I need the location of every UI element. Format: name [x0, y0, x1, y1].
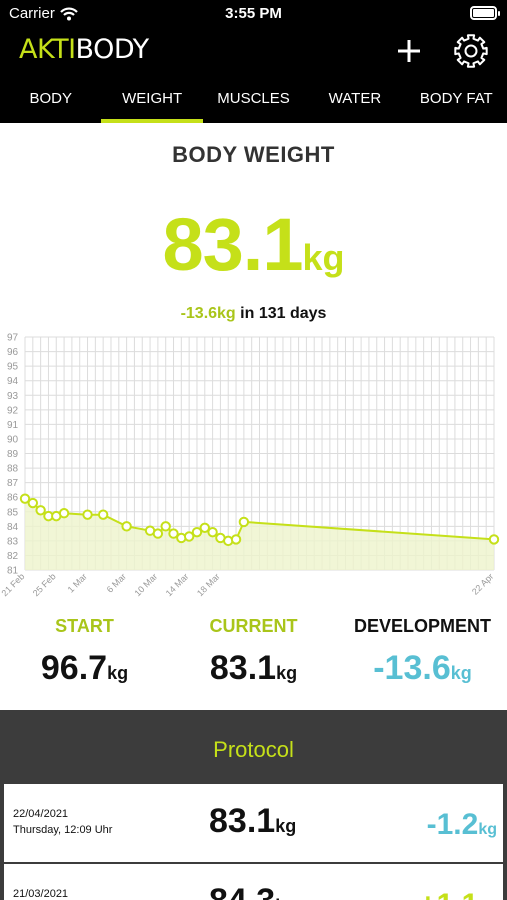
- gear-icon[interactable]: [452, 32, 490, 70]
- tab-body[interactable]: BODY: [0, 82, 101, 123]
- y-tick-label: 95: [7, 362, 19, 373]
- data-point: [36, 506, 44, 514]
- stat-value-unit: kg: [276, 663, 297, 683]
- list-item[interactable]: 21/03/2021 84.3kg +1.1kg: [4, 864, 503, 900]
- stat-value-number: 96.7: [41, 649, 107, 687]
- y-tick-label: 92: [7, 405, 19, 416]
- tab-water[interactable]: WATER: [304, 82, 405, 123]
- stat-current: CURRENT 83.1kg: [169, 612, 338, 710]
- y-tick-label: 82: [7, 551, 19, 562]
- current-weight-display: 83.1kg: [0, 202, 507, 287]
- entry-weight: 83.1kg: [209, 802, 296, 841]
- status-bar: Carrier 3:55 PM: [0, 0, 507, 28]
- stat-start-label: START: [0, 616, 169, 637]
- data-point: [490, 535, 498, 543]
- x-tick-label: 1 Mar: [66, 571, 89, 594]
- current-weight-unit: kg: [303, 237, 345, 278]
- tab-body-fat[interactable]: BODY FAT: [406, 82, 507, 123]
- y-tick-label: 84: [7, 522, 19, 533]
- list-item[interactable]: 22/04/2021 Thursday, 12:09 Uhr 83.1kg -1…: [4, 784, 503, 862]
- y-tick-label: 96: [7, 347, 19, 358]
- entry-change: +1.1kg: [419, 888, 497, 900]
- data-point: [154, 529, 162, 537]
- x-tick-label: 22 Apr: [470, 571, 495, 596]
- entry-date: 21/03/2021: [13, 888, 68, 900]
- y-tick-label: 85: [7, 507, 19, 518]
- data-point: [208, 528, 216, 536]
- stat-current-value: 83.1kg: [169, 649, 338, 688]
- entry-change: -1.2kg: [427, 808, 497, 842]
- protocol-list: 22/04/2021 Thursday, 12:09 Uhr 83.1kg -1…: [0, 782, 507, 900]
- tab-label: BODY: [29, 90, 72, 107]
- y-tick-label: 97: [7, 333, 19, 344]
- data-point: [162, 522, 170, 530]
- y-tick-label: 83: [7, 536, 19, 547]
- page-title: BODY WEIGHT: [0, 142, 507, 168]
- stat-development-label: DEVELOPMENT: [338, 616, 507, 637]
- x-tick-label: 25 Feb: [31, 571, 58, 598]
- stats-row: START 96.7kg CURRENT 83.1kg DEVELOPMENT …: [0, 612, 507, 710]
- clock: 3:55 PM: [0, 5, 507, 22]
- app-logo: AKTIBODY: [19, 34, 149, 65]
- entry-date: 22/04/2021: [13, 808, 68, 820]
- stat-value-unit: kg: [107, 663, 128, 683]
- protocol-header: Protocol: [0, 710, 507, 782]
- entry-datetime: Thursday, 12:09 Uhr: [13, 824, 112, 836]
- data-point: [122, 522, 130, 530]
- current-weight-value: 83.1: [162, 203, 302, 286]
- data-point: [232, 535, 240, 543]
- tab-weight[interactable]: WEIGHT: [101, 82, 202, 123]
- stat-development-value: -13.6kg: [338, 649, 507, 688]
- y-tick-label: 93: [7, 391, 19, 402]
- y-tick-label: 94: [7, 376, 19, 387]
- entry-change-value: +1.1: [419, 888, 478, 900]
- entry-change-unit: kg: [478, 821, 497, 838]
- weight-change-value: -13.6kg: [181, 305, 236, 322]
- stat-value-number: -13.6: [373, 649, 451, 687]
- x-tick-label: 6 Mar: [105, 571, 128, 594]
- y-tick-label: 89: [7, 449, 19, 460]
- entry-change-value: -1.2: [427, 808, 479, 841]
- tab-label: WATER: [329, 90, 382, 107]
- y-tick-label: 86: [7, 493, 19, 504]
- stat-development: DEVELOPMENT -13.6kg: [338, 612, 507, 710]
- data-point: [83, 510, 91, 518]
- tab-bar: BODY WEIGHT MUSCLES WATER BODY FAT: [0, 82, 507, 123]
- tab-label: MUSCLES: [217, 90, 290, 107]
- tab-label: BODY FAT: [420, 90, 493, 107]
- app-header: Carrier 3:55 PM AKTIBODY BODY WEIGHT MUS…: [0, 0, 507, 123]
- brand-part2: BODY: [76, 34, 149, 65]
- brand-part1: AKTI: [19, 34, 76, 65]
- tab-label: WEIGHT: [122, 90, 182, 107]
- x-tick-label: 14 Mar: [164, 571, 191, 598]
- data-point: [60, 509, 68, 517]
- entry-weight-value: 84.3: [209, 882, 275, 900]
- data-point: [240, 518, 248, 526]
- x-tick-label: 18 Mar: [195, 571, 222, 598]
- y-tick-label: 87: [7, 478, 19, 489]
- tab-muscles[interactable]: MUSCLES: [203, 82, 304, 123]
- plus-icon[interactable]: [392, 34, 426, 68]
- entry-weight-unit: kg: [275, 896, 296, 900]
- x-tick-label: 10 Mar: [132, 571, 159, 598]
- stat-start: START 96.7kg: [0, 612, 169, 710]
- stat-value-number: 83.1: [210, 649, 276, 687]
- stat-value-unit: kg: [451, 663, 472, 683]
- entry-weight-value: 83.1: [209, 802, 275, 840]
- weight-change-period: in 131 days: [240, 305, 326, 322]
- entry-weight: 84.3kg: [209, 882, 296, 900]
- data-point: [29, 499, 37, 507]
- entry-weight-unit: kg: [275, 816, 296, 836]
- data-point: [99, 510, 107, 518]
- battery-icon: [470, 6, 497, 20]
- stat-start-value: 96.7kg: [0, 649, 169, 688]
- stat-current-label: CURRENT: [169, 616, 338, 637]
- y-tick-label: 90: [7, 434, 19, 445]
- weight-change-summary: -13.6kg in 131 days: [0, 305, 507, 323]
- y-tick-label: 88: [7, 464, 19, 475]
- y-tick-label: 91: [7, 420, 19, 431]
